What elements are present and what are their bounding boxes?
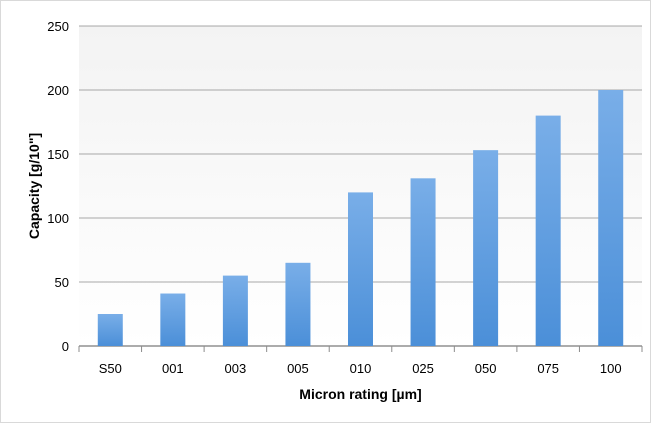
x-tick-label: 100 xyxy=(600,361,622,376)
bar xyxy=(97,314,123,346)
bar xyxy=(410,178,436,346)
y-tick-label: 50 xyxy=(55,275,69,290)
x-tick-label: 001 xyxy=(162,361,184,376)
bar xyxy=(473,150,499,346)
y-tick-label: 0 xyxy=(62,339,69,354)
x-tick-label: 025 xyxy=(412,361,434,376)
bar xyxy=(285,262,311,346)
y-tick-label: 100 xyxy=(47,211,69,226)
x-axis-ticks: S50 001 003 005 010 025 050 075 100 xyxy=(78,346,643,376)
bar xyxy=(598,90,624,346)
bar xyxy=(160,293,186,346)
x-axis-title: Micron rating [µm] xyxy=(299,386,421,402)
x-tick-label: 010 xyxy=(350,361,372,376)
x-tick-label: 003 xyxy=(225,361,247,376)
bar xyxy=(222,275,248,346)
y-axis-ticks: 0 50 100 150 200 250 xyxy=(47,19,69,354)
bar-series xyxy=(97,90,624,346)
bar xyxy=(348,192,373,346)
x-tick-label: S50 xyxy=(99,361,122,376)
y-tick-label: 200 xyxy=(47,83,69,98)
y-tick-label: 250 xyxy=(47,19,69,34)
x-tick-label: 005 xyxy=(287,361,309,376)
x-tick-label: 050 xyxy=(475,361,497,376)
y-tick-label: 150 xyxy=(47,147,69,162)
y-axis-title: Capacity [g/10"] xyxy=(26,133,42,239)
bar xyxy=(535,115,561,346)
x-tick-label: 075 xyxy=(537,361,559,376)
